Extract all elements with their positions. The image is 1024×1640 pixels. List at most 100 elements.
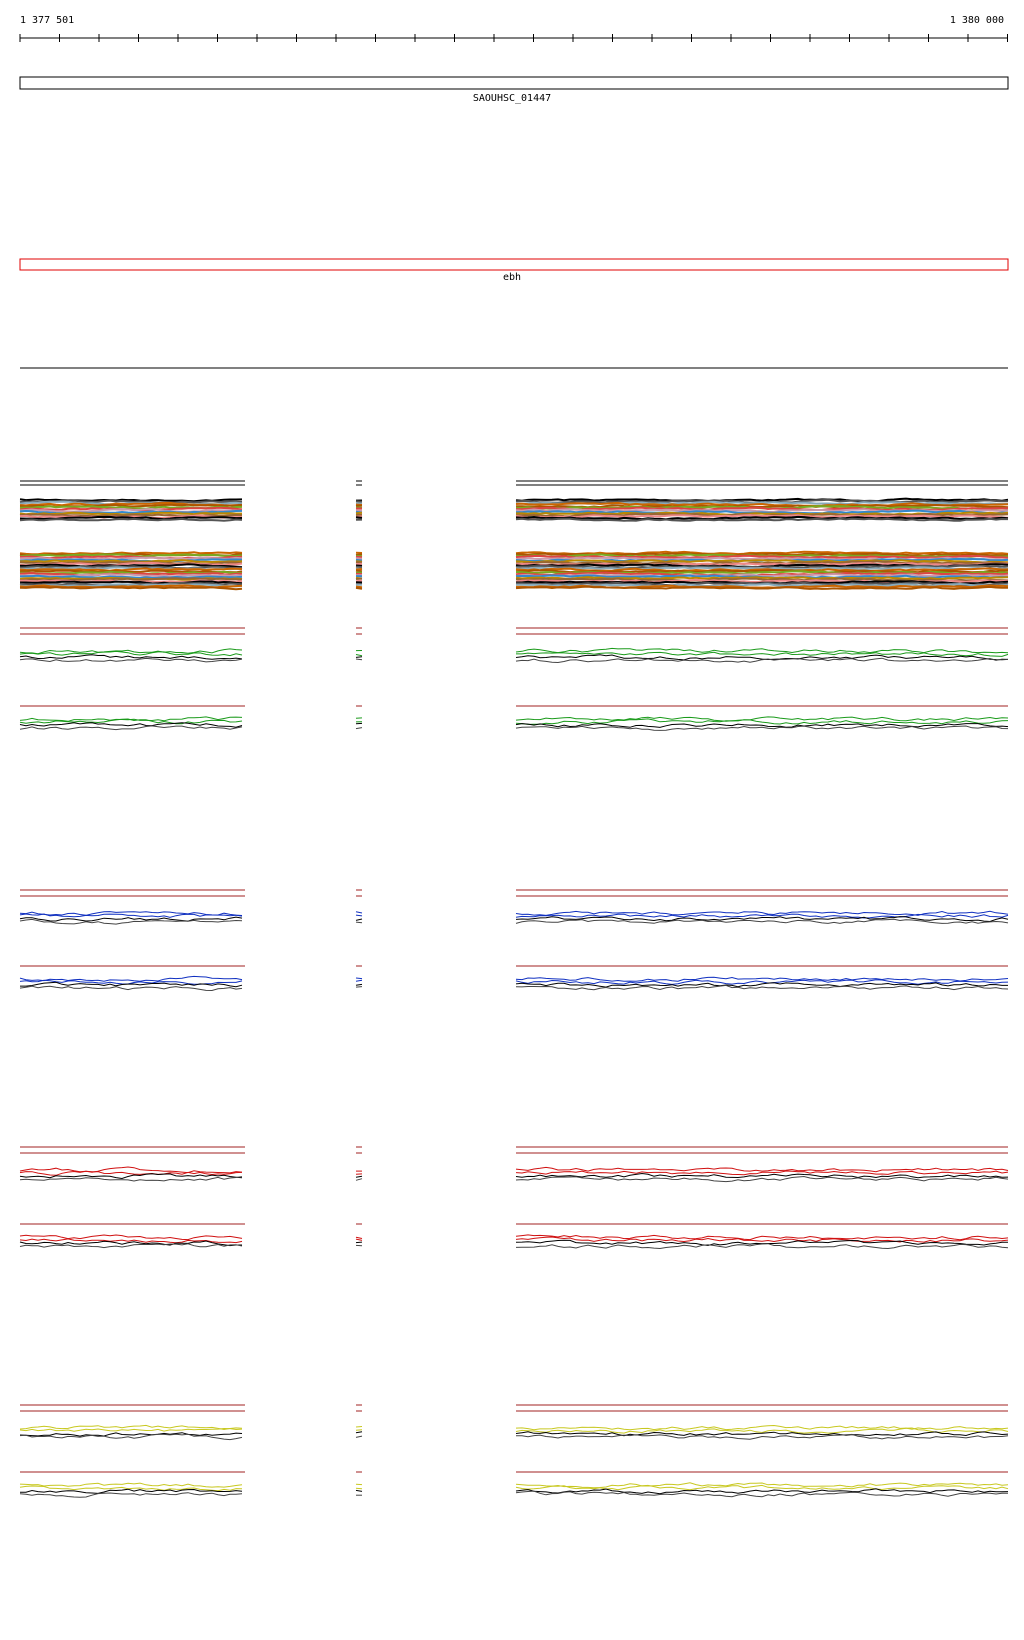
signal-line — [19, 574, 243, 579]
signal-line — [19, 577, 243, 582]
signal-line — [515, 657, 1009, 664]
signal-line — [19, 654, 243, 660]
signal-line — [19, 1432, 243, 1437]
signal-line — [515, 716, 1009, 722]
signal-line — [515, 509, 1009, 515]
signal-line — [19, 507, 243, 513]
signal-line — [19, 1166, 243, 1174]
signal-line — [515, 1236, 1009, 1243]
signal-line — [19, 498, 243, 503]
signal-line — [515, 979, 1009, 985]
signal-line — [355, 586, 363, 590]
signal-line — [19, 1488, 243, 1494]
signal-line — [515, 562, 1009, 567]
signal-line — [355, 1236, 363, 1239]
signal-line — [515, 577, 1008, 582]
signal-line — [19, 1238, 243, 1244]
signal-line — [19, 918, 243, 925]
signal-line — [19, 517, 243, 522]
signal-line — [355, 1489, 363, 1492]
signal-line — [515, 1243, 1009, 1250]
signal-line — [355, 558, 363, 562]
signal-line — [355, 568, 363, 571]
ruler-end-label: 1 380 000 — [950, 15, 1004, 26]
signal-line — [355, 557, 363, 560]
signal-line — [515, 571, 1009, 577]
signal-line — [355, 918, 363, 921]
signal-line — [515, 514, 1009, 519]
signal-line — [515, 918, 1009, 924]
signal-line — [355, 979, 363, 982]
signal-line — [19, 564, 243, 570]
signal-line — [19, 722, 243, 728]
signal-line — [516, 581, 1009, 587]
signal-line — [355, 579, 363, 583]
signal-line — [515, 982, 1008, 988]
signal-line — [515, 1424, 1009, 1431]
signal-line — [355, 727, 363, 730]
signal-line — [355, 658, 363, 661]
gene-box[interactable] — [19, 258, 1009, 271]
signal-line — [515, 517, 1009, 522]
signal-line — [19, 911, 243, 916]
signal-line — [516, 651, 1009, 657]
signal-line — [355, 921, 363, 924]
signal-line — [515, 566, 1009, 571]
signal-line — [355, 1429, 363, 1431]
signal-line — [515, 1170, 1009, 1176]
signal-line — [515, 1166, 1009, 1173]
signal-line — [355, 1175, 363, 1178]
signal-line — [355, 1431, 363, 1434]
signal-line — [515, 1172, 1009, 1179]
signal-line — [355, 977, 363, 980]
signal-line — [355, 561, 363, 564]
signal-line — [19, 1176, 243, 1182]
signal-line — [515, 654, 1009, 661]
ruler-start-label: 1 377 501 — [20, 15, 74, 26]
signal-line — [19, 514, 242, 520]
signal-line — [355, 654, 363, 657]
signal-line — [355, 911, 363, 914]
signal-line — [355, 983, 363, 986]
signal-line — [355, 1241, 363, 1244]
signal-line — [19, 1243, 243, 1249]
signal-line — [515, 1431, 1009, 1437]
gene-label: SAOUHSC_01447 — [473, 93, 551, 104]
signal-line — [515, 976, 1009, 982]
signal-line — [19, 586, 243, 591]
signal-line — [19, 916, 243, 922]
signal-line — [355, 516, 363, 519]
signal-line — [515, 1234, 1009, 1241]
signal-line — [19, 1170, 243, 1176]
signal-line — [515, 1484, 1009, 1491]
signal-line — [515, 515, 1009, 521]
signal-line — [515, 1427, 1009, 1434]
signal-line — [515, 910, 1009, 916]
signal-line — [515, 718, 1009, 725]
signal-line — [355, 986, 363, 988]
signal-line — [19, 553, 243, 558]
signal-line — [515, 723, 1009, 728]
signal-line — [19, 1234, 243, 1241]
signal-line — [19, 648, 243, 655]
signal-line — [19, 650, 243, 657]
signal-line — [515, 497, 1009, 503]
signal-line — [355, 1238, 363, 1241]
signal-line — [19, 718, 243, 725]
gene-box[interactable] — [19, 76, 1009, 90]
signal-line — [515, 576, 1009, 581]
signal-line — [19, 657, 243, 663]
signal-line — [19, 725, 243, 731]
signal-line — [515, 725, 1009, 731]
signal-line — [355, 1435, 363, 1438]
signal-line — [19, 1492, 243, 1498]
signal-line — [515, 1433, 1009, 1440]
signal-line — [515, 1175, 1009, 1183]
gene-label: ebh — [503, 272, 521, 283]
signal-line — [515, 553, 1009, 558]
signal-line — [355, 555, 363, 559]
signal-line — [515, 554, 1009, 559]
signal-line — [515, 559, 1009, 564]
signal-line — [19, 1424, 243, 1431]
